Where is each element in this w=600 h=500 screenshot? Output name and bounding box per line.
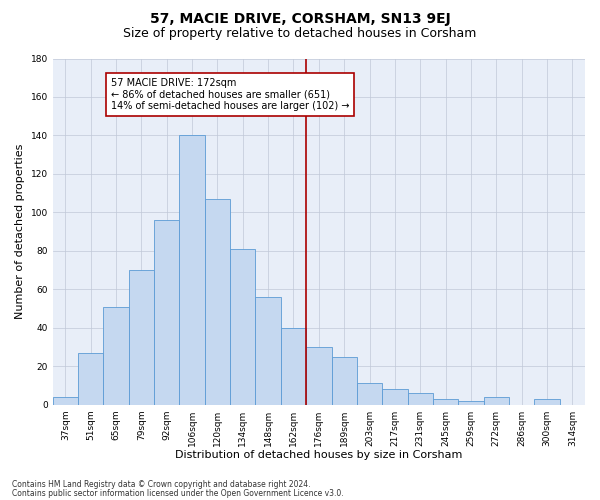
Bar — [103, 306, 129, 404]
Text: 57 MACIE DRIVE: 172sqm
← 86% of detached houses are smaller (651)
14% of semi-de: 57 MACIE DRIVE: 172sqm ← 86% of detached… — [111, 78, 349, 111]
Bar — [407, 393, 433, 404]
Text: Contains HM Land Registry data © Crown copyright and database right 2024.: Contains HM Land Registry data © Crown c… — [12, 480, 311, 489]
Text: Contains public sector information licensed under the Open Government Licence v3: Contains public sector information licen… — [12, 489, 344, 498]
Bar — [53, 397, 78, 404]
Bar — [230, 249, 256, 404]
Bar — [382, 389, 407, 404]
Bar — [433, 399, 458, 404]
Bar — [357, 384, 382, 404]
Bar — [332, 356, 357, 405]
Bar — [458, 401, 484, 404]
Y-axis label: Number of detached properties: Number of detached properties — [15, 144, 25, 319]
Bar — [129, 270, 154, 404]
Bar — [78, 352, 103, 405]
Bar — [256, 297, 281, 405]
Bar — [205, 199, 230, 404]
Bar — [154, 220, 179, 404]
Bar — [306, 347, 332, 405]
Bar — [281, 328, 306, 404]
Text: Size of property relative to detached houses in Corsham: Size of property relative to detached ho… — [124, 28, 476, 40]
Bar — [179, 136, 205, 404]
Bar — [535, 399, 560, 404]
X-axis label: Distribution of detached houses by size in Corsham: Distribution of detached houses by size … — [175, 450, 463, 460]
Bar — [484, 397, 509, 404]
Text: 57, MACIE DRIVE, CORSHAM, SN13 9EJ: 57, MACIE DRIVE, CORSHAM, SN13 9EJ — [149, 12, 451, 26]
